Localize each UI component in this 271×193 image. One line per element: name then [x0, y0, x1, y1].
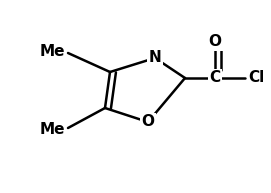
Text: N: N — [149, 51, 161, 65]
Text: Me: Me — [40, 122, 65, 137]
Text: Me: Me — [40, 44, 65, 58]
Text: C: C — [209, 70, 221, 85]
Text: O: O — [208, 35, 221, 49]
Text: O: O — [141, 114, 154, 130]
Text: Cl: Cl — [248, 70, 264, 85]
